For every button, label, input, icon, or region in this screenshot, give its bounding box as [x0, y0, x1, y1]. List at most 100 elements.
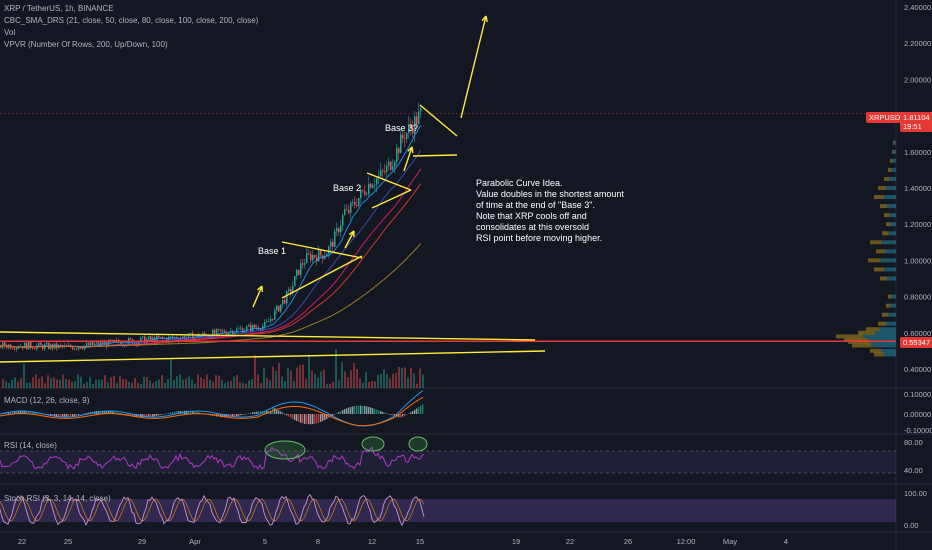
vpvr-bar	[889, 176, 896, 181]
vpvr-bar	[887, 276, 896, 281]
rsi-highlight-ellipse[interactable]	[361, 436, 385, 452]
base3-lower-line[interactable]	[412, 154, 458, 157]
volume-bar	[56, 379, 58, 388]
arrow-3[interactable]	[403, 146, 413, 172]
rsi-highlight-ellipse[interactable]	[264, 440, 306, 460]
candle	[344, 209, 346, 216]
volume-bar	[83, 383, 85, 388]
macd-histogram-bar	[8, 412, 10, 414]
rsi-highlight-ellipse[interactable]	[408, 436, 428, 452]
macd-histogram-bar	[348, 407, 350, 414]
macd-histogram-bar	[118, 412, 120, 414]
volume-bar	[113, 375, 115, 388]
arrow-4[interactable]	[460, 15, 487, 119]
volume-bar	[320, 371, 322, 388]
macd-histogram-bar	[120, 413, 122, 414]
volume-bar	[11, 379, 13, 388]
macd-histogram-bar	[24, 410, 26, 414]
volume-bar	[356, 369, 358, 388]
arrow-3-head[interactable]	[407, 146, 413, 152]
time-axis-label: 15	[416, 537, 424, 546]
lower-support-line[interactable]	[0, 350, 546, 363]
candle	[398, 148, 400, 154]
macd-histogram-bar	[194, 411, 196, 414]
candle	[300, 263, 302, 275]
macd-histogram-bar	[308, 414, 310, 425]
candle	[150, 336, 152, 340]
vpvr-bar	[893, 149, 896, 154]
candle	[32, 347, 34, 349]
volume-bar	[68, 379, 70, 388]
base1-upper-line[interactable]	[281, 241, 363, 259]
upper-support-line[interactable]	[0, 331, 536, 341]
arrow-2[interactable]	[344, 230, 355, 249]
candle	[268, 321, 270, 323]
candle	[302, 263, 304, 265]
base2-lower-line[interactable]	[371, 189, 412, 209]
volume-bar	[149, 380, 151, 388]
volume-bar	[290, 370, 292, 388]
volume-bar	[236, 375, 238, 388]
macd-histogram-bar	[108, 411, 110, 414]
macd-histogram-bar	[404, 414, 406, 416]
arrow-3-head[interactable]	[411, 146, 414, 154]
volume-bar	[20, 378, 22, 388]
arrow-1-head[interactable]	[257, 285, 263, 291]
macd-histogram-bar	[86, 412, 88, 414]
candle	[330, 241, 332, 247]
arrow-4-head[interactable]	[485, 15, 488, 23]
time-axis-label: 8	[316, 537, 320, 546]
macd-histogram-bar	[288, 414, 290, 417]
candle	[250, 325, 252, 332]
volume-bar	[266, 377, 268, 388]
arrow-4-head[interactable]	[481, 15, 487, 22]
macd-histogram-bar	[346, 408, 348, 414]
macd-histogram-bar	[412, 411, 414, 414]
candle	[324, 256, 326, 259]
candle	[308, 253, 310, 255]
candle	[336, 228, 338, 232]
macd-histogram-bar	[338, 412, 340, 414]
base2-upper-line[interactable]	[366, 172, 412, 191]
candle	[376, 178, 378, 185]
macd-histogram-bar	[372, 408, 374, 414]
volume-bar	[122, 379, 124, 388]
volume-bar	[212, 381, 214, 388]
macd-histogram-bar	[36, 412, 38, 414]
candle	[144, 336, 146, 344]
volume-bar	[179, 374, 181, 388]
volume-bar	[407, 377, 409, 388]
symbol-tag: XRPUSDT	[866, 112, 908, 123]
volume-bar	[89, 376, 91, 388]
macd-histogram-bar	[250, 412, 252, 414]
volume-indicator-label: Vol	[4, 28, 16, 37]
macd-histogram-bar	[160, 414, 162, 415]
stoch-tick-label: 100.00	[904, 489, 927, 498]
macd-histogram-bar	[170, 412, 172, 414]
vpvr-bar	[881, 240, 896, 245]
vpvr-bar	[892, 149, 894, 154]
arrow-1[interactable]	[252, 285, 263, 308]
macd-histogram-bar	[316, 414, 318, 424]
time-axis-label: 29	[138, 537, 146, 546]
macd-histogram-bar	[66, 414, 68, 417]
volume-bar	[41, 376, 43, 388]
macd-histogram-bar	[336, 413, 338, 414]
note-line: Value doubles in the shortest amount	[476, 189, 624, 199]
candle	[374, 184, 376, 186]
base3-upper-line[interactable]	[419, 104, 458, 137]
vpvr-bar	[879, 327, 896, 332]
stoch-rsi-label: Stoch RSI (3, 3, 14, 14, close)	[4, 494, 111, 503]
candle	[198, 334, 200, 338]
volume-bar	[245, 383, 247, 388]
vpvr-bar	[882, 312, 889, 317]
base1-lower-line[interactable]	[281, 255, 363, 299]
candle	[384, 171, 386, 173]
volume-bar	[167, 379, 169, 388]
arrow-2-head[interactable]	[348, 230, 355, 236]
volume-bar	[344, 371, 346, 388]
candle	[242, 328, 244, 334]
macd-histogram-bar	[246, 413, 248, 415]
